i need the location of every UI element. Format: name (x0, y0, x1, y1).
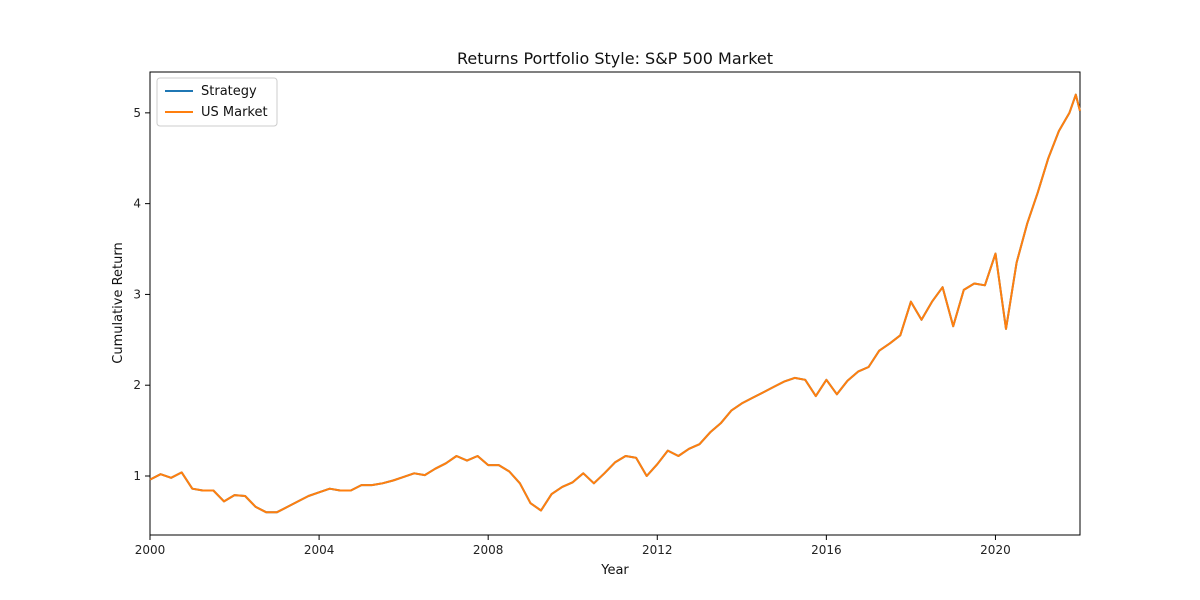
x-tick-label: 2000 (135, 543, 166, 557)
y-tick-label: 4 (133, 197, 141, 211)
x-tick-label: 2020 (980, 543, 1011, 557)
chart-title: Returns Portfolio Style: S&P 500 Market (457, 49, 773, 68)
series-line-us-market (149, 93, 1081, 514)
legend: Strategy US Market (156, 77, 278, 127)
x-tick-label: 2004 (304, 543, 335, 557)
legend-label: US Market (201, 105, 268, 120)
y-axis: 1 2 3 4 5 (133, 106, 150, 483)
plot-area: 2000 2004 2008 2012 2016 2020 1 2 3 4 5 (133, 71, 1081, 557)
y-tick-label: 5 (133, 106, 141, 120)
x-axis: 2000 2004 2008 2012 2016 2020 (135, 535, 1011, 557)
plot-frame (149, 71, 1081, 536)
y-tick-label: 2 (133, 378, 141, 392)
x-axis-label: Year (600, 563, 629, 578)
series-lines (149, 93, 1081, 514)
x-tick-label: 2008 (473, 543, 504, 557)
legend-label: Strategy (201, 84, 257, 99)
y-tick-label: 1 (133, 469, 141, 483)
y-tick-label: 3 (133, 287, 141, 301)
y-axis-label: Cumulative Return (111, 242, 126, 363)
x-tick-label: 2012 (642, 543, 673, 557)
x-tick-label: 2016 (811, 543, 842, 557)
